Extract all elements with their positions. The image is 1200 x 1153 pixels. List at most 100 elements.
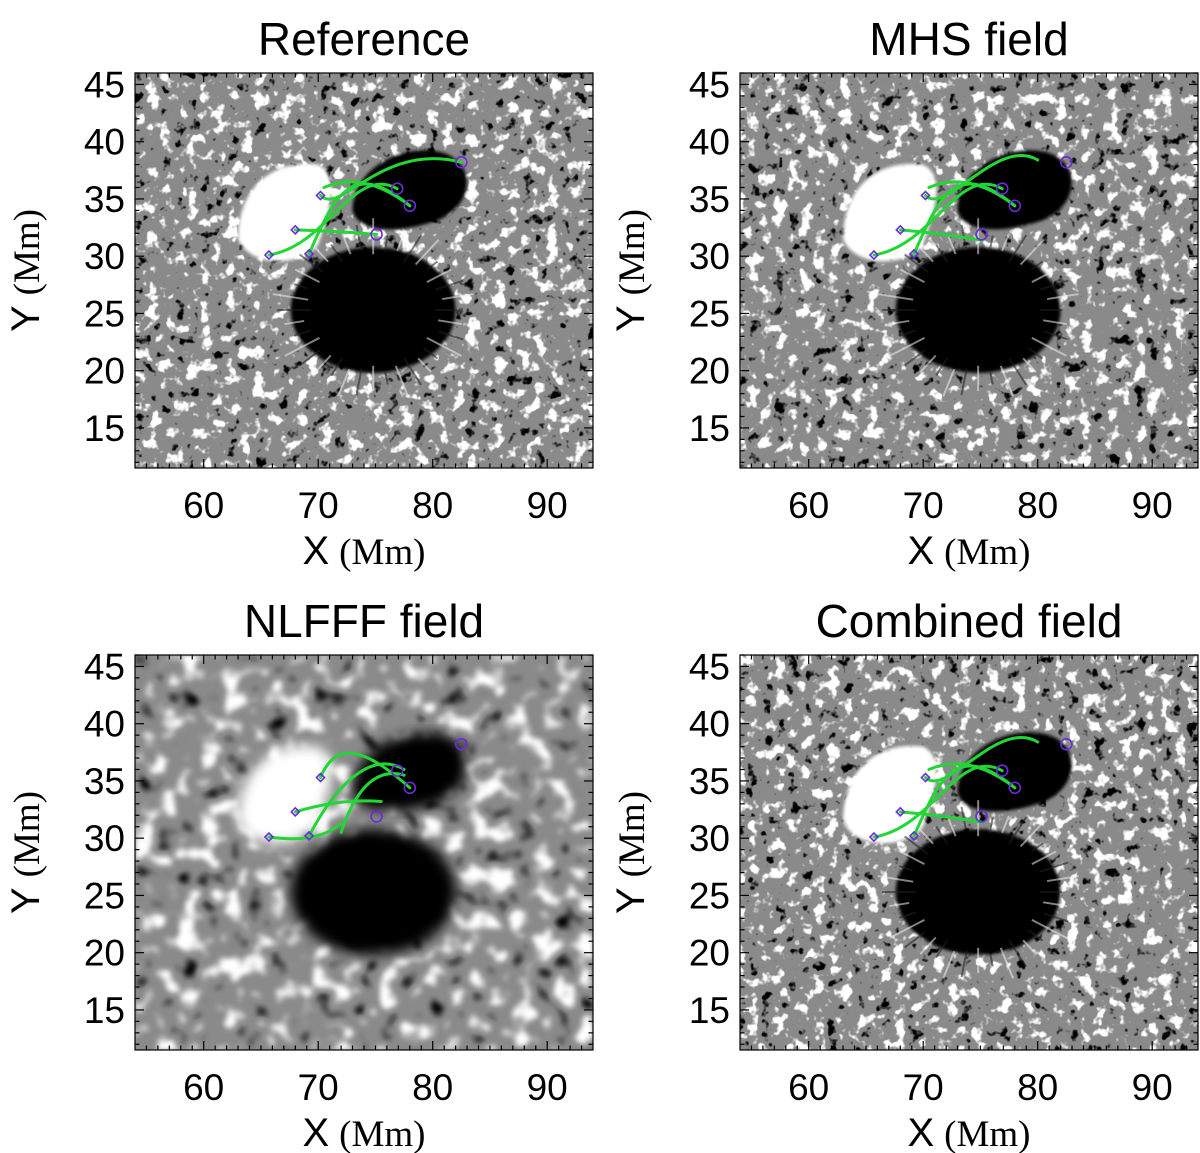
penumbra-streak <box>337 368 351 397</box>
x-axis-label: X (Mm) <box>302 1111 425 1153</box>
penumbra-streak <box>1031 268 1057 283</box>
x-tick-label: 60 <box>788 485 829 526</box>
y-tick-label: 20 <box>689 933 730 974</box>
penumbra-streak <box>403 357 423 386</box>
penumbra-streak <box>935 825 949 845</box>
y-tick-label: 25 <box>689 875 730 916</box>
y-tick-label: 30 <box>689 236 730 277</box>
magnetogram-image <box>135 73 593 468</box>
x-tick-label: 70 <box>903 1067 944 1108</box>
penumbra-streak <box>877 875 914 883</box>
penumbra-streak <box>1008 234 1028 263</box>
penumbra-streak <box>935 939 949 959</box>
footpoint-circle-marker <box>370 810 383 823</box>
penumbra-streak <box>396 233 405 252</box>
x-axis-unit: (Mm) <box>944 1114 1030 1153</box>
penumbra-streak <box>414 238 440 266</box>
penumbra-streak <box>889 901 910 908</box>
penumbra-streak <box>330 243 344 263</box>
y-tick-label: 30 <box>84 818 125 859</box>
footpoint-circle-marker <box>1008 199 1022 213</box>
penumbra-streak <box>384 371 389 385</box>
penumbra-streak <box>889 919 925 939</box>
penumbra-streak <box>403 234 423 263</box>
footpoint-diamond-marker <box>315 772 326 783</box>
magnetogram-image <box>740 655 1198 1050</box>
footpoint-diamond-marker <box>263 249 275 261</box>
field-line-1 <box>293 799 383 814</box>
penumbra-streak <box>1039 279 1069 291</box>
footpoint-diamond-marker <box>290 806 301 817</box>
penumbra-streak <box>423 347 439 360</box>
y-tick-label: 40 <box>689 122 730 163</box>
x-tick-label: 90 <box>1132 485 1173 526</box>
footpoint-circle-marker <box>455 156 468 169</box>
x-tick-label: 80 <box>412 485 453 526</box>
field-line-5 <box>927 180 1017 208</box>
x-axis-label: X (Mm) <box>907 1111 1030 1153</box>
x-axis-unit: (Mm) <box>944 532 1030 573</box>
penumbra-streak <box>960 368 968 396</box>
y-tick-label: 40 <box>84 122 125 163</box>
penumbra-streak <box>904 931 926 949</box>
field-line-2 <box>267 182 399 257</box>
penumbra-streak <box>1046 293 1079 301</box>
penumbra-streak <box>438 330 464 341</box>
x-tick-label: 80 <box>412 1067 453 1108</box>
tick-marks <box>740 654 1198 1050</box>
penumbra-streak <box>299 253 324 273</box>
footpoint-circle-marker <box>995 764 1009 777</box>
penumbra-streak <box>284 319 305 326</box>
penumbra-streak <box>898 865 913 872</box>
field-line-5 <box>322 180 412 208</box>
y-axis-label: Y (Mm) <box>4 791 48 914</box>
penumbra-streak <box>1001 233 1010 252</box>
penumbra-streak <box>1028 347 1044 360</box>
penumbra-streak <box>898 911 917 919</box>
field-line-4 <box>923 153 1040 201</box>
penumbra-streak <box>899 268 925 283</box>
penumbra-streak <box>988 235 994 252</box>
footpoint-circle-marker <box>975 810 988 823</box>
sunspot-negative-polarity <box>895 829 1061 955</box>
panel-nlfff: NLFFF field 60 70 80 90 15 20 25 30 35 40 45 X (Mm) Y (… <box>4 595 594 1153</box>
x-axis-label: X (Mm) <box>907 529 1030 573</box>
penumbra-streak <box>989 953 994 967</box>
negative-polarity-region <box>352 150 467 230</box>
penumbra-streak <box>1028 929 1044 942</box>
x-tick-label: 90 <box>527 485 568 526</box>
y-axis-unit: (Mm) <box>612 791 653 877</box>
footpoint-diamond-marker <box>303 830 315 842</box>
penumbra-streak <box>989 371 994 385</box>
penumbra-streak <box>1008 357 1028 386</box>
x-tick-label: 70 <box>298 485 339 526</box>
penumbra-streak <box>284 337 320 357</box>
footpoint-diamond-marker <box>868 249 880 261</box>
penumbra-streak <box>935 243 949 263</box>
penumbra-streak <box>999 947 1014 979</box>
penumbra-streak <box>417 357 432 373</box>
penumbra-streak <box>341 233 352 255</box>
penumbra-streak <box>1001 815 1010 834</box>
penumbra-streak <box>946 815 957 837</box>
panel-combined: Combined field 60 70 80 90 15 20 25 30 35 40 45 X (Mm… <box>609 595 1199 1153</box>
penumbra-streak <box>889 337 925 357</box>
y-tick-label: 25 <box>689 293 730 334</box>
penumbra-streak <box>1031 337 1067 357</box>
penumbra-streak <box>911 238 934 263</box>
sunspot-negative-polarity <box>895 247 1061 373</box>
y-axis-letter: Y <box>4 887 48 914</box>
y-tick-label: 45 <box>84 646 125 687</box>
penumbra-streak <box>935 357 949 377</box>
field-line-4 <box>923 735 1040 783</box>
footpoint-diamond-marker <box>303 248 315 260</box>
x-axis-unit: (Mm) <box>339 1114 425 1153</box>
penumbra-streak <box>1031 842 1044 853</box>
penumbra-streak <box>1019 820 1045 848</box>
penumbra-streak <box>1022 357 1037 373</box>
penumbra-streak <box>942 950 956 979</box>
tick-marks <box>135 72 593 468</box>
penumbra-streak <box>330 357 344 377</box>
x-tick-label: 90 <box>1132 1067 1173 1108</box>
penumbra-streak <box>898 329 917 337</box>
